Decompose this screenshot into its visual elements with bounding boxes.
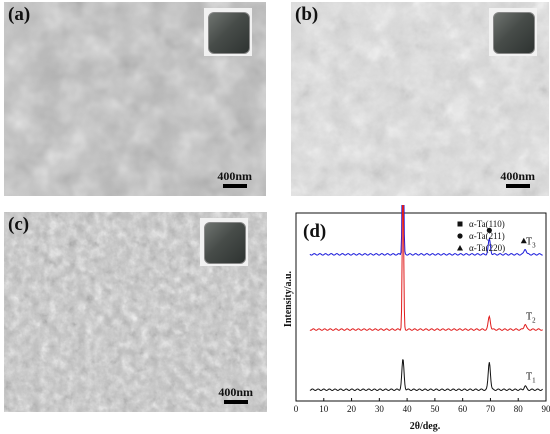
series-label-sub: 3 bbox=[532, 241, 536, 249]
x-tick-label: 50 bbox=[430, 404, 440, 414]
xrd-chart: (d) Intensity/a.u. 2θ/deg. 0 10 20 30 40 50 60… bbox=[283, 205, 550, 432]
xrd-panel-d: (d) Intensity/a.u. 2θ/deg. 0 10 20 30 40 50 60… bbox=[281, 205, 550, 434]
scale-bar-label-b: 400nm bbox=[500, 169, 535, 183]
series-line-T2 bbox=[309, 205, 543, 331]
series-label-main: T bbox=[526, 236, 532, 247]
series-label-main: T bbox=[526, 312, 532, 323]
scale-bar-label-a: 400nm bbox=[217, 169, 252, 183]
panel-label-a: (a) bbox=[8, 4, 31, 25]
panel-label-d: (d) bbox=[303, 221, 326, 242]
scale-bar-a: 400nm bbox=[217, 169, 252, 188]
panel-label-b: (b) bbox=[295, 4, 319, 25]
x-tick-label: 90 bbox=[542, 404, 550, 414]
x-tick-label: 40 bbox=[403, 404, 413, 414]
peak-marker-triangle bbox=[520, 237, 527, 244]
x-axis-label: 2θ/deg. bbox=[410, 421, 441, 432]
series-line-T3 bbox=[309, 205, 543, 256]
scale-bar-c: 400nm bbox=[218, 385, 253, 404]
sample-photo-inset-a bbox=[204, 8, 252, 56]
x-tick-label: 0 bbox=[294, 404, 299, 414]
series-label-sub: 2 bbox=[532, 317, 536, 325]
scale-bar-line-b bbox=[505, 184, 530, 188]
legend-marker-triangle bbox=[457, 245, 463, 251]
sample-photo-inset-c bbox=[200, 218, 248, 266]
series-label-T2: T2 bbox=[526, 312, 536, 325]
series-label-main: T bbox=[526, 372, 532, 383]
x-tick-label: 10 bbox=[319, 404, 329, 414]
x-tick-label: 30 bbox=[375, 404, 385, 414]
legend-marker-square bbox=[457, 221, 463, 227]
sample-photo-inset-b bbox=[489, 8, 537, 56]
sem-panel-a: (a) 400nm bbox=[4, 2, 266, 196]
sem-panel-c: (c) 400nm bbox=[4, 212, 267, 412]
x-tick-label: 20 bbox=[347, 404, 357, 414]
sem-image-c bbox=[4, 212, 267, 412]
sem-panel-b: (b) 400nm bbox=[291, 2, 549, 196]
x-tick-label: 70 bbox=[486, 404, 496, 414]
scale-bar-label-c: 400nm bbox=[218, 385, 253, 399]
legend-label: α-Ta(211) bbox=[469, 231, 505, 241]
panel-label-c: (c) bbox=[8, 214, 30, 235]
scale-bar-b: 400nm bbox=[500, 169, 535, 188]
x-tick-label: 80 bbox=[514, 404, 524, 414]
legend-marker-circle bbox=[457, 233, 463, 239]
scale-bar-line-c bbox=[223, 400, 248, 404]
y-axis-label: Intensity/a.u. bbox=[283, 270, 294, 327]
legend-label: α-Ta(220) bbox=[469, 243, 505, 253]
series-label-T1: T1 bbox=[526, 372, 536, 385]
peak-marker-circle bbox=[486, 227, 492, 233]
legend-label: α-Ta(110) bbox=[469, 219, 505, 229]
x-tick-label: 60 bbox=[458, 404, 468, 414]
plot-frame bbox=[295, 212, 547, 402]
series-line-T1 bbox=[309, 359, 543, 391]
series-label-sub: 1 bbox=[532, 377, 536, 385]
series-label-T3: T3 bbox=[526, 236, 536, 249]
scale-bar-line-a bbox=[222, 184, 247, 188]
